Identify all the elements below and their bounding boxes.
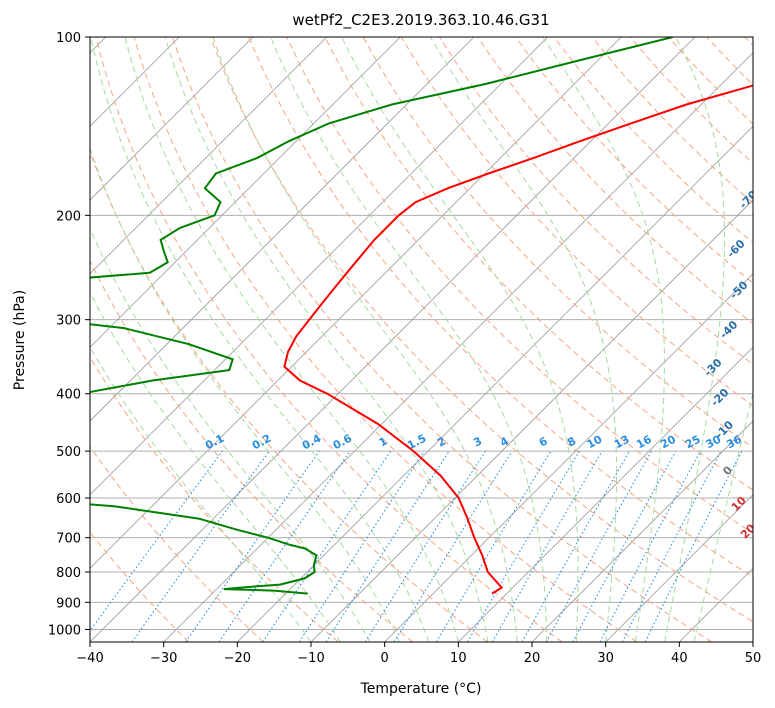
dry-adiabat-line [515, 37, 753, 284]
y-tick-label: 200 [56, 209, 81, 224]
isotherm-line [163, 52, 753, 642]
mixing-ratio-line [572, 450, 677, 642]
mixing-ratio-line [545, 450, 653, 642]
isotherm-line [752, 641, 753, 642]
moist-adiabat-line [90, 227, 371, 642]
moist-adiabat-line [212, 37, 518, 642]
mixing-ratio-line [218, 450, 351, 642]
dry-adiabat-line [90, 259, 414, 642]
mixing-ratio-line [325, 450, 450, 642]
x-tick-label: 20 [524, 651, 541, 666]
x-tick-label: −30 [150, 651, 177, 666]
isotherm-line [90, 37, 401, 348]
isotherm-line [90, 37, 254, 201]
mixing-ratio-label: 10 [585, 432, 605, 451]
y-axis-label: Pressure (hPa) [12, 290, 28, 390]
moist-adiabat-line [542, 37, 665, 642]
mixing-ratio-label: 16 [634, 433, 654, 452]
moist-adiabat-label: 40 [759, 581, 775, 601]
dry-adiabat-label: -80 [752, 135, 775, 158]
isotherm-line [531, 420, 753, 642]
dry-adiabat-line [591, 37, 753, 204]
moist-adiabat-line [164, 37, 489, 642]
y-tick-label: 700 [56, 532, 81, 547]
moist-adiabat-line [341, 37, 579, 642]
plot-background [90, 37, 753, 642]
isotherm-line [90, 37, 548, 496]
isotherm-line [384, 273, 753, 642]
mixing-ratio-label: 20 [658, 432, 678, 451]
dewpoint-profile-line [90, 37, 674, 595]
mixing-ratio-line [435, 450, 552, 642]
temperature-profile-line [283, 84, 753, 595]
y-tick-label: 800 [56, 566, 81, 581]
dry-adiabat-line [171, 37, 712, 642]
moist-adiabat-line [664, 37, 726, 642]
mixing-ratio-line [393, 450, 513, 642]
y-tick-label: 100 [56, 31, 81, 46]
y-tick-label: 500 [56, 445, 81, 460]
y-tick-label: 900 [56, 596, 81, 611]
isotherm-line [90, 37, 327, 275]
x-tick-label: 30 [597, 651, 614, 666]
x-axis-label: Temperature (°C) [360, 681, 482, 697]
dry-adiabat-line [477, 37, 753, 325]
mixing-ratio-line [521, 450, 630, 642]
moist-adiabat-line [90, 291, 341, 642]
dry-adiabat-line [90, 445, 264, 642]
dry-adiabat-line [324, 37, 753, 491]
y-tick-label: 1000 [48, 623, 81, 638]
dry-adiabat-line [629, 37, 753, 165]
y-tick-label: 300 [56, 314, 81, 329]
dry-adiabat-line [95, 37, 563, 642]
isotherm-line [605, 494, 753, 642]
dry-adiabat-line [133, 37, 638, 642]
x-tick-label: 0 [381, 651, 389, 666]
mixing-ratio-line [491, 450, 603, 642]
isotherm-line [458, 346, 753, 642]
x-axis-ticks: −40 −30 −20 −10 0 10 20 30 40 50 [76, 642, 761, 666]
isotherm-line [90, 37, 622, 569]
moist-adiabat-line [430, 37, 617, 642]
mixing-ratio-label: 36 [724, 433, 744, 452]
y-axis-ticks: 100 200 300 400 500 600 700 800 900 1000 [48, 31, 90, 638]
x-tick-label: 10 [450, 651, 467, 666]
x-tick-label: −40 [76, 651, 103, 666]
moist-adiabat-label: 30 [750, 546, 770, 566]
isotherm-line [237, 125, 753, 642]
chart-title: wetPf2_C2E3.2019.363.10.46.G31 [292, 11, 549, 30]
mixing-ratio-line [131, 450, 270, 642]
dry-adiabat-line [362, 37, 753, 449]
x-tick-label: 50 [745, 651, 762, 666]
x-tick-label: 40 [671, 651, 688, 666]
mixing-ratio-line [467, 450, 580, 642]
y-tick-label: 600 [56, 492, 81, 507]
profile-series [90, 37, 753, 595]
moist-adiabat-line [124, 37, 459, 642]
background-lines [90, 37, 753, 642]
x-tick-label: −10 [297, 651, 324, 666]
dry-adiabat-line [400, 37, 753, 407]
plot-frame [89, 36, 754, 643]
moist-adiabat-line [693, 390, 753, 642]
moist-adiabat-line [90, 37, 430, 642]
mixing-ratio-label: 25 [683, 433, 703, 452]
x-tick-label: −20 [224, 651, 251, 666]
mixing-ratio-label: 13 [612, 433, 632, 452]
moist-adiabat-line [90, 345, 312, 642]
mixing-ratio-line [90, 450, 223, 632]
mixing-ratio-line [185, 450, 320, 642]
mixing-ratio-line [364, 450, 486, 642]
isotherm-line [90, 37, 696, 642]
y-tick-label: 400 [56, 388, 81, 403]
dry-adiabat-label: -90 [761, 90, 775, 113]
dry-adiabat-line [210, 37, 753, 623]
moist-adiabat-line [270, 37, 548, 642]
mixing-ratio-label: 30 [704, 433, 724, 452]
